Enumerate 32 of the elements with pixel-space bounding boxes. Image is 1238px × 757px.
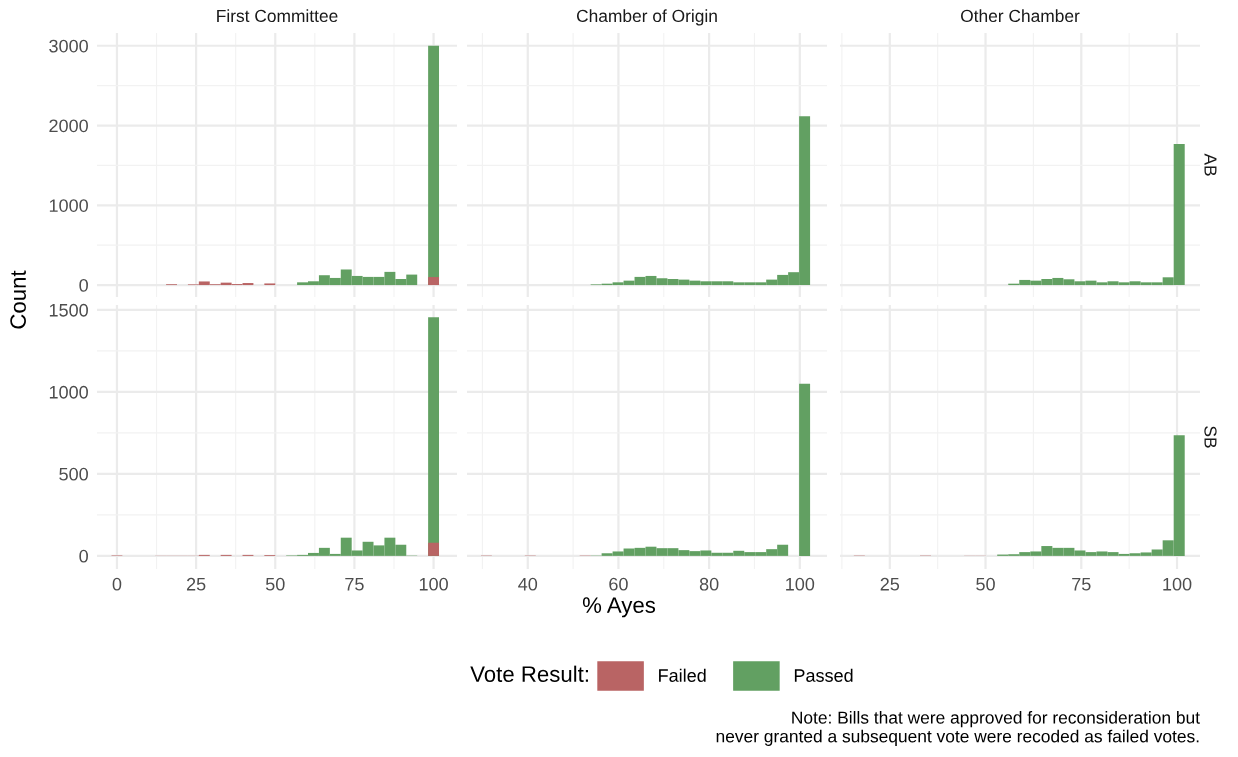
x-tick-label: 75: [1072, 578, 1091, 591]
chart-title: Other Chamber: [961, 9, 1080, 23]
x-tick-label: 80: [699, 577, 719, 591]
x-tick-label: 40: [518, 577, 538, 591]
y-tick-label: 2000: [49, 119, 88, 133]
x-tick-label: 100: [419, 577, 448, 591]
y-tick-label: 3000: [49, 39, 88, 53]
chart-title: Chamber of Origin: [576, 9, 717, 26]
y-tick-label: 1500: [49, 303, 88, 317]
y-axis-title: Count: [10, 270, 26, 329]
x-tick-label: 50: [976, 577, 995, 591]
y-tick-label: 0: [79, 278, 88, 292]
x-axis-title: % Ayes: [582, 597, 656, 618]
y2-axis-title: AB: [1204, 153, 1217, 176]
y-tick-label: 500: [59, 467, 88, 481]
chart-title: First Committee: [217, 9, 338, 23]
text: Note: Bills that were approved for reconsideration but never granted a subsequent vote were recoded as failed votes.: [716, 711, 1200, 746]
x-tick-label: 25: [186, 577, 206, 591]
x-tick-label: 50: [265, 577, 285, 591]
y-tick-label: 1000: [49, 385, 88, 399]
x-tick-label: 100: [786, 577, 815, 591]
legend-label: Passed: [794, 668, 853, 682]
x-tick-label: 25: [880, 577, 900, 591]
y-tick-label: 1000: [49, 199, 88, 212]
x-tick-label: 0: [112, 577, 122, 591]
legend-title: Vote Result:: [470, 665, 588, 682]
x-tick-label: 60: [609, 577, 628, 591]
y-tick-label: 0: [79, 549, 88, 563]
y2-axis-title: SB: [1204, 426, 1217, 448]
legend-label: Failed: [659, 668, 706, 682]
x-tick-label: 75: [345, 578, 364, 591]
x-tick-label: 100: [1163, 577, 1192, 591]
